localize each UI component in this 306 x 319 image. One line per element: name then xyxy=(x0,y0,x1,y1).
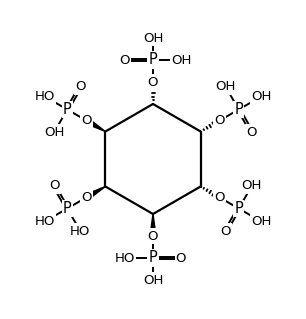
Text: OH: OH xyxy=(143,273,163,286)
Text: O: O xyxy=(81,191,91,204)
Text: OH: OH xyxy=(241,180,262,192)
Text: HO: HO xyxy=(35,90,55,103)
Text: O: O xyxy=(215,191,225,204)
Text: HO: HO xyxy=(70,225,91,238)
Polygon shape xyxy=(150,214,156,236)
Text: OH: OH xyxy=(251,90,271,103)
Text: P: P xyxy=(63,201,72,216)
Text: P: P xyxy=(234,201,243,216)
Text: P: P xyxy=(149,250,157,265)
Text: HO: HO xyxy=(35,215,55,228)
Text: OH: OH xyxy=(143,32,163,44)
Text: O: O xyxy=(148,76,158,88)
Text: OH: OH xyxy=(44,125,65,138)
Text: O: O xyxy=(215,114,225,127)
Text: O: O xyxy=(221,225,231,238)
Text: HO: HO xyxy=(115,251,135,264)
Text: O: O xyxy=(81,114,91,127)
Text: O: O xyxy=(75,80,85,93)
Text: OH: OH xyxy=(171,54,191,66)
Text: O: O xyxy=(148,229,158,242)
Text: OH: OH xyxy=(251,215,271,228)
Polygon shape xyxy=(85,118,105,131)
Text: O: O xyxy=(120,54,130,66)
Text: O: O xyxy=(247,125,257,138)
Text: P: P xyxy=(63,102,72,117)
Text: O: O xyxy=(49,180,59,192)
Text: P: P xyxy=(149,53,157,68)
Text: P: P xyxy=(234,102,243,117)
Text: O: O xyxy=(176,251,186,264)
Polygon shape xyxy=(85,187,105,200)
Text: OH: OH xyxy=(215,80,236,93)
